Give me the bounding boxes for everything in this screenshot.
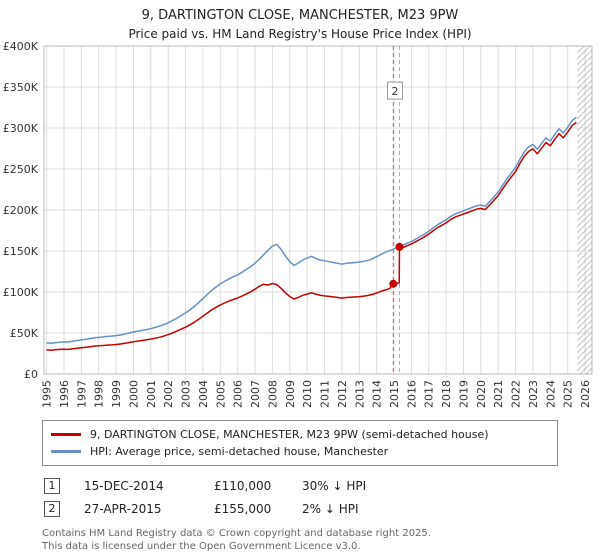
- chart-header: 9, DARTINGTON CLOSE, MANCHESTER, M23 9PW…: [0, 0, 600, 42]
- attribution-line1: Contains HM Land Registry data © Crown c…: [42, 528, 431, 539]
- y-axis-label: £400K: [3, 42, 39, 53]
- transaction-price: £110,000: [214, 478, 272, 493]
- x-axis-label: 2015: [388, 380, 401, 408]
- x-axis-label: 2009: [284, 380, 297, 408]
- x-axis-label: 2000: [128, 380, 141, 408]
- legend-line-sample: [51, 433, 81, 436]
- sale-point-2: [395, 242, 404, 251]
- transaction-row: 2 27-APR-2015 £155,000 2% ↓ HPI: [44, 497, 600, 520]
- transaction-row: 1 15-DEC-2014 £110,000 30% ↓ HPI: [44, 474, 600, 497]
- x-axis-label: 1998: [93, 380, 106, 408]
- y-axis-label: £200K: [3, 204, 39, 217]
- sale-point-1: [389, 279, 398, 288]
- x-axis-label: 1999: [110, 380, 123, 408]
- x-axis-label: 2019: [458, 380, 471, 408]
- price-chart: 2 £0 £50K £100K £150K £200K £250K £300K £350K £40…: [3, 42, 593, 408]
- y-axis-label: £0: [24, 368, 38, 381]
- transaction-vs-hpi: 2% ↓ HPI: [302, 501, 359, 516]
- legend-label: HPI: Average price, semi-detached house,…: [90, 445, 389, 458]
- transaction-price: £155,000: [214, 501, 272, 516]
- transactions: 1 15-DEC-2014 £110,000 30% ↓ HPI 2 27-APR-201…: [44, 474, 600, 520]
- x-axis-label: 1997: [75, 380, 88, 408]
- attribution-line2: This data is licensed under the Open Gov…: [42, 540, 361, 552]
- x-axis-label: 2023: [527, 380, 540, 408]
- legend-line-sample: [51, 450, 81, 453]
- x-axis-label: 2013: [353, 380, 366, 408]
- legend: 9, DARTINGTON CLOSE, MANCHESTER, M23 9PW…: [42, 420, 558, 466]
- x-axis-label: 2007: [249, 380, 262, 408]
- transaction-date: 15-DEC-2014: [84, 478, 164, 493]
- future-hatch-region: [577, 46, 592, 374]
- chart-title: 9, DARTINGTON CLOSE, MANCHESTER, M23 9PW: [141, 8, 459, 23]
- x-axis-label: 2018: [440, 380, 453, 408]
- x-axis-label: 2017: [423, 380, 436, 408]
- x-axis-label: 2024: [544, 380, 557, 408]
- x-axis-label: 2003: [180, 380, 193, 408]
- transaction-date: 27-APR-2015: [84, 501, 162, 516]
- x-axis-label: 2005: [214, 380, 227, 408]
- hpi-line: [46, 116, 577, 345]
- x-axis-label: 2008: [266, 380, 279, 408]
- y-axis-label: £350K: [3, 81, 39, 94]
- transaction-vs-hpi: 30% ↓ HPI: [302, 478, 367, 493]
- sale-annotation-flag: 2: [387, 81, 403, 100]
- legend-item: 9, DARTINGTON CLOSE, MANCHESTER, M23 9PW…: [51, 426, 549, 443]
- x-axis-label: 2010: [301, 380, 314, 408]
- property-price-line: [46, 121, 577, 351]
- x-axis-label: 2012: [336, 380, 349, 408]
- x-axis-label: 2020: [475, 380, 488, 408]
- svg-text:2: 2: [392, 85, 399, 98]
- y-axis-label: £150K: [3, 245, 39, 258]
- x-axis-label: 2004: [197, 380, 210, 408]
- y-axis-label: £50K: [10, 327, 39, 340]
- chart-subtitle: Price paid vs. HM Land Registry's House …: [128, 27, 472, 41]
- x-axis-label: 2011: [319, 380, 332, 408]
- x-axis-label: 2014: [371, 380, 384, 408]
- x-axis-label: 2016: [405, 380, 418, 408]
- transaction-number-box: 2: [44, 500, 60, 517]
- x-axis-label: 2021: [492, 380, 505, 408]
- gridlines: [44, 45, 592, 375]
- x-axis-label: 1995: [41, 380, 54, 408]
- x-axis-label: 2026: [579, 380, 592, 408]
- legend-label: 9, DARTINGTON CLOSE, MANCHESTER, M23 9PW…: [90, 428, 489, 441]
- y-axis-label: £250K: [3, 163, 39, 176]
- x-axis-label: 2002: [162, 380, 175, 408]
- transaction-number-box: 1: [44, 477, 60, 494]
- y-axis-label: £100K: [3, 286, 39, 299]
- x-axis-label: 2022: [510, 380, 523, 408]
- x-axis-label: 2006: [232, 380, 245, 408]
- x-axis-label: 2025: [562, 380, 575, 408]
- attribution: Contains HM Land Registry data © Crown c…: [42, 528, 600, 553]
- y-axis-label: £300K: [3, 122, 39, 135]
- x-axis-label: 1996: [58, 380, 71, 408]
- x-axis-label: 2001: [145, 380, 158, 408]
- legend-item: HPI: Average price, semi-detached house,…: [51, 443, 549, 460]
